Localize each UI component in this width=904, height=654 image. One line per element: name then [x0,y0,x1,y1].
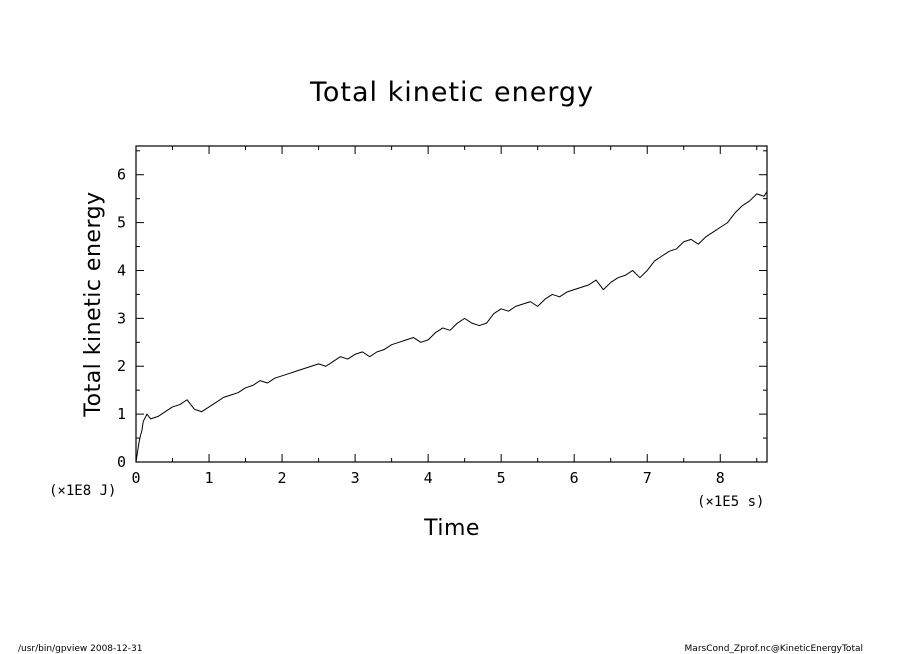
x-tick-label: 3 [351,469,360,487]
y-axis-ticks: 0 1 2 3 4 5 6 [117,150,767,471]
footer-left: /usr/bin/gpview 2008-12-31 [18,644,142,654]
y-tick-label: 0 [117,453,126,471]
y-tick-label: 4 [117,261,126,279]
y-scale-label: (×1E8 J) [49,483,116,499]
y-axis-title: Total kinetic energy [81,191,106,417]
x-axis-title: Time [423,516,480,541]
x-scale-label: (×1E5 s) [697,494,764,510]
y-tick-label: 6 [117,166,126,184]
x-tick-label: 2 [278,469,287,487]
y-tick-label: 1 [117,405,126,423]
plot-border [135,145,768,463]
x-tick-label: 5 [497,469,506,487]
x-tick-label: 4 [424,469,433,487]
x-tick-label: 1 [205,469,214,487]
x-tick-label: 8 [716,469,725,487]
footer-right: MarsCond_Zprof.nc@KineticEnergyTotal [685,644,863,654]
chart-title: Total kinetic energy [309,77,594,108]
x-tick-label: 0 [131,469,140,487]
series-line [135,191,768,463]
x-tick-label: 7 [643,469,652,487]
y-tick-label: 3 [117,309,126,327]
y-tick-label: 2 [117,357,126,375]
series-layer [135,191,768,463]
y-tick-label: 5 [117,214,126,232]
x-tick-label: 6 [570,469,579,487]
x-axis-ticks: 0 1 2 3 4 5 6 7 8 [131,146,758,487]
plot-frame [135,145,768,463]
